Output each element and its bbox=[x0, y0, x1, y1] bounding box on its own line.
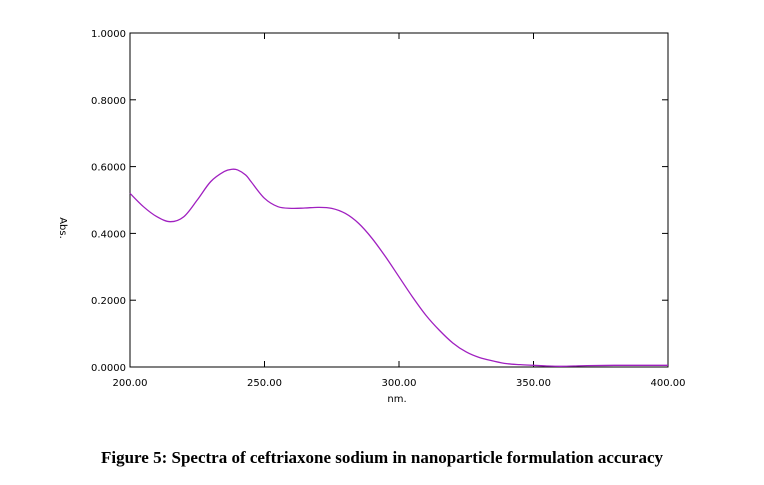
y-axis-label: Abs. bbox=[57, 217, 68, 239]
x-tick-label: 350.00 bbox=[516, 378, 551, 389]
plot-border bbox=[129, 32, 669, 368]
y-axis-ticks: 0.0000 0.2000 0.4000 0.6000 0.8000 1.0000 bbox=[91, 29, 668, 374]
y-tick-label: 0.6000 bbox=[91, 163, 126, 174]
x-tick-label: 400.00 bbox=[651, 378, 686, 389]
x-tick-label: 300.00 bbox=[382, 378, 417, 389]
figure-caption: Figure 5: Spectra of ceftriaxone sodium … bbox=[100, 448, 664, 467]
spectrum-chart: 200.00 250.00 300.00 350.00 400.00 0.0000 0.2… bbox=[57, 29, 686, 405]
absorbance-series-line bbox=[129, 168, 668, 367]
x-tick-label: 200.00 bbox=[113, 378, 148, 389]
x-axis-ticks: 200.00 250.00 300.00 350.00 400.00 bbox=[113, 33, 686, 389]
y-tick-label: 0.8000 bbox=[91, 96, 126, 107]
y-tick-label: 0.4000 bbox=[91, 229, 126, 240]
plot-frame bbox=[129, 32, 669, 368]
x-axis-label: nm. bbox=[387, 394, 406, 405]
y-tick-label: 1.0000 bbox=[91, 29, 126, 40]
y-tick-label: 0.2000 bbox=[91, 296, 126, 307]
y-tick-label: 0.0000 bbox=[91, 363, 126, 374]
x-tick-label: 250.00 bbox=[247, 378, 282, 389]
